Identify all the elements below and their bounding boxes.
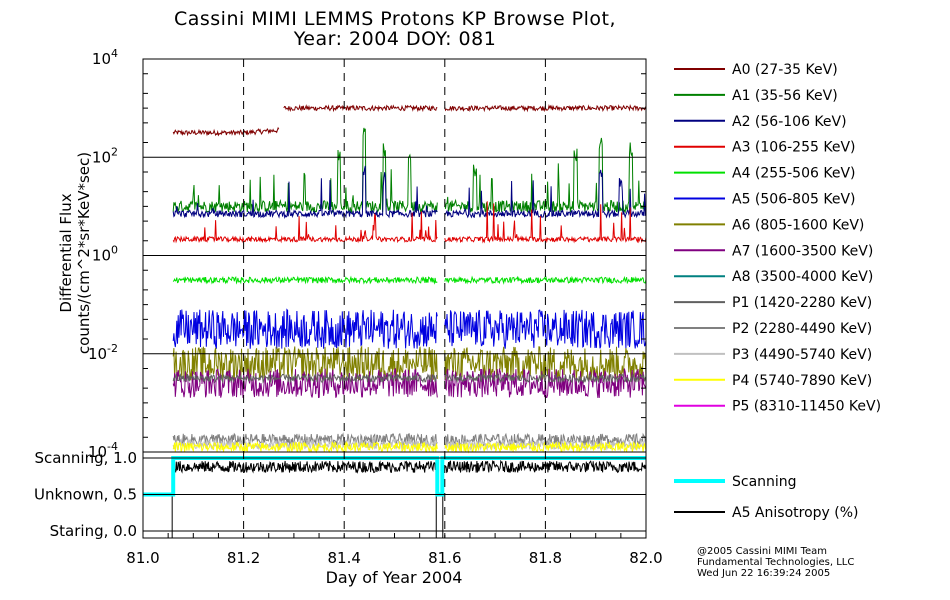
series-line — [444, 309, 647, 349]
legend-label: A4 (255-506 KeV) — [732, 166, 855, 182]
series-line — [172, 211, 438, 244]
series-line — [172, 432, 438, 448]
series-line — [172, 275, 438, 285]
lower-y-tick-label: Scanning, 1.0 — [34, 449, 137, 467]
y-tick-label: 104 — [92, 47, 118, 68]
series-line — [444, 372, 647, 384]
series-line — [172, 372, 438, 385]
series-line — [444, 440, 647, 454]
series-line — [444, 275, 647, 285]
legend-label: A3 (106-255 KeV) — [732, 140, 855, 156]
chart-title: Cassini MIMI LEMMS Protons KP Browse Plo… — [173, 8, 617, 30]
legend-label: A2 (56-106 KeV) — [732, 114, 847, 130]
x-tick-label: 81.4 — [327, 549, 360, 567]
series-line — [444, 346, 647, 381]
lower-y-tick-label: Staring, 0.0 — [50, 522, 137, 540]
y-axis-label: Differential Flux — [57, 193, 75, 312]
series-line — [444, 201, 647, 244]
y-tick-label: 10-4 — [88, 440, 118, 461]
lower-y-tick-label: Unknown, 0.5 — [34, 486, 137, 504]
legend-label: P2 (2280-4490 KeV) — [732, 321, 872, 337]
legend-label: A7 (1600-3500 KeV) — [732, 243, 873, 259]
legend-label: A1 (35-56 KeV) — [732, 88, 838, 104]
x-tick-label: 82.0 — [629, 549, 662, 567]
x-tick-label: 81.0 — [126, 549, 159, 567]
series-line — [172, 367, 438, 399]
legend-label: A0 (27-35 KeV) — [732, 62, 838, 78]
legend-label: A8 (3500-4000 KeV) — [732, 269, 873, 285]
x-tick-label: 81.8 — [529, 549, 562, 567]
x-tick-label: 81.6 — [428, 549, 461, 567]
legend-label: A5 Anisotropy (%) — [732, 505, 859, 521]
series-line — [172, 308, 438, 349]
series-line — [444, 438, 647, 452]
series-line — [283, 104, 438, 113]
axes: 104 102 100 10-2 10-4 81.0 81.2 81.4 81.6 81.8 82.… — [34, 47, 663, 567]
series-line — [172, 127, 438, 214]
credit-line: Fundamental Technologies, LLC — [697, 557, 855, 568]
legend-label: A6 (805-1600 KeV) — [732, 217, 864, 233]
credit-line: @2005 Cassini MIMI Team — [697, 546, 827, 557]
upper-panel-traces — [172, 104, 647, 454]
y-tick-label: 10-2 — [88, 342, 118, 363]
anisotropy-line — [172, 460, 438, 474]
x-axis-label: Day of Year 2004 — [326, 568, 463, 587]
series-line — [172, 165, 438, 220]
legend-label: P1 (1420-2280 KeV) — [732, 295, 872, 311]
legend-label: P3 (4490-5740 KeV) — [732, 347, 872, 363]
legend-label: Scanning — [732, 474, 797, 490]
series-line — [172, 126, 280, 137]
y-axis-units-label: counts/(cm^2*sr*KeV*sec) — [75, 152, 93, 354]
series-line — [172, 344, 438, 382]
credit-line: Wed Jun 22 16:39:24 2005 — [697, 568, 831, 579]
legend-label: P4 (5740-7890 KeV) — [732, 373, 872, 389]
lower-panel-traces — [143, 456, 647, 538]
legend-label: A5 (506-805 KeV) — [732, 192, 855, 208]
anisotropy-line — [444, 459, 647, 474]
chart-subtitle: Year: 2004 DOY: 081 — [293, 28, 497, 50]
x-tick-label: 81.2 — [227, 549, 260, 567]
y-tick-label: 102 — [92, 145, 118, 166]
y-tick-label: 100 — [92, 244, 118, 265]
series-line — [172, 440, 438, 454]
legend-label: P5 (8310-11450 KeV) — [732, 399, 881, 415]
legend: A0 (27-35 KeV) A1 (35-56 KeV) A2 (56-106 K… — [674, 62, 881, 521]
